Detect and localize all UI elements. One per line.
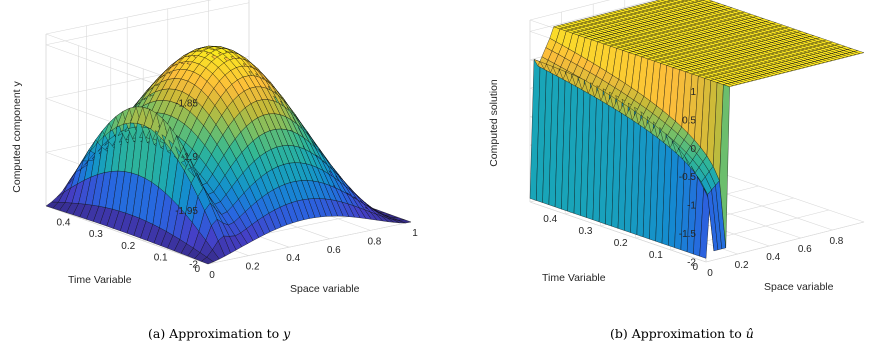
z-tick-label: 0: [690, 144, 696, 155]
x-axis-label: Space variable: [764, 281, 834, 293]
z-tick-label: -1.85: [175, 98, 198, 109]
z-tick-label: -2: [687, 258, 696, 269]
tick-labels: -2 -1.95 -1.9 -1.85 0 0.2 0.4 0.6 0.8 1 0 0.1 0.2 0.3…: [56, 98, 418, 281]
y-tick-label: 0.4: [56, 218, 70, 229]
y-tick-label: 0.1: [154, 252, 168, 263]
z-axis-label: Computed solution: [488, 79, 500, 167]
panel-a: -2 -1.95 -1.9 -1.85 0 0.2 0.4 0.6 0.8 1 0 0.1 0.2 0.3…: [11, 0, 418, 341]
y-tick-label: 0: [692, 262, 698, 273]
y-axis-label: Time Variable: [542, 272, 606, 284]
y-tick-label: 0.3: [578, 226, 592, 237]
y-tick-label: 0: [194, 264, 200, 275]
y-axis-label: Time Variable: [68, 274, 132, 286]
tick-labels: -2 -1.5 -1 -0.5 0 0.5 1 0 0.2 0.4 0.6 0.8 0 0.1 0.2 0.3…: [543, 87, 843, 279]
x-tick-label: 1: [412, 228, 418, 239]
axes-box-edge: [529, 201, 707, 263]
z-tick-label: -1.95: [175, 206, 198, 217]
x-tick-label: 0: [707, 268, 713, 279]
x-tick-label: 0.8: [829, 236, 843, 247]
panel-b: -2 -1.5 -1 -0.5 0 0.5 1 0 0.2 0.4 0.6 0.8 0 0.1 0.2 0.3…: [488, 0, 865, 341]
y-tick-label: 0.1: [649, 250, 663, 261]
surface-patch: [853, 50, 865, 54]
z-tick-label: -2: [189, 260, 198, 271]
x-tick-label: 0.4: [286, 253, 300, 264]
x-tick-label: 0.6: [798, 244, 812, 255]
x-axis-label: Space variable: [290, 283, 360, 295]
z-tick-label: -0.5: [679, 172, 697, 183]
z-tick-label: 1: [690, 87, 696, 98]
x-tick-label: 0.6: [327, 245, 341, 256]
x-tick-label: 0.2: [246, 262, 260, 273]
y-tick-label: 0.2: [121, 241, 135, 252]
axes-box-edge: [45, 0, 212, 35]
axes-box-edge: [45, 205, 209, 265]
y-tick-label: 0.4: [543, 214, 557, 225]
caption-a: (a) Approximation to y: [148, 326, 291, 341]
z-tick-label: -1.9: [181, 152, 199, 163]
x-tick-label: 0.8: [367, 236, 381, 247]
x-tick-label: 0.2: [735, 260, 749, 271]
z-tick-label: 0.5: [682, 115, 696, 126]
z-axis-label: Computed component y: [11, 81, 23, 193]
grid-line: [45, 2, 250, 46]
axes-box-edge: [207, 221, 412, 265]
x-tick-label: 0.4: [766, 252, 780, 263]
grid-line: [529, 0, 656, 32]
surface-patch: [398, 219, 412, 224]
axes-box-edge: [529, 0, 611, 21]
axes-box-edge: [705, 221, 865, 263]
x-tick-label: 0: [209, 270, 215, 281]
z-tick-label: -1: [687, 201, 696, 212]
caption-b: (b) Approximation to û: [610, 326, 754, 341]
y-tick-label: 0.3: [89, 229, 103, 240]
surface-plot: [529, 0, 865, 259]
y-tick-label: 0.2: [614, 238, 628, 249]
surface-plot: [45, 45, 412, 265]
z-tick-label: -1.5: [679, 229, 697, 240]
